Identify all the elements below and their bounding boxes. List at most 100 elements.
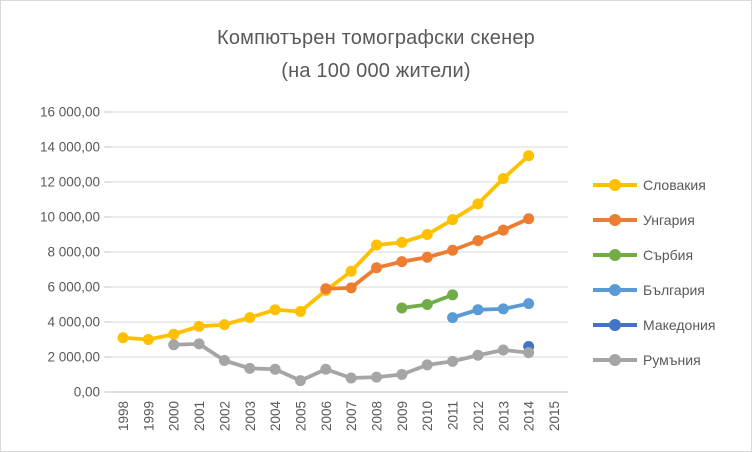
series-point-hungary-2009: [396, 256, 408, 268]
x-axis-label: 2008: [370, 401, 385, 431]
legend-marker-icon: [593, 213, 637, 226]
chart-title: Компютърен томографски скенер (на 100 00…: [1, 22, 751, 88]
x-axis-label: 2002: [217, 401, 232, 431]
series-point-bulgaria-2013: [497, 303, 509, 315]
x-axis-label: 2007: [344, 401, 359, 431]
x-axis-label: 1998: [116, 401, 131, 431]
legend-item-bulgaria: България: [593, 272, 715, 307]
series-point-hungary-2008: [371, 262, 383, 274]
series-point-slovakia-2002: [218, 319, 230, 331]
series-point-romania-2009: [396, 369, 408, 380]
legend-item-serbia: Сърбия: [593, 237, 715, 272]
series-point-serbia-2009: [396, 302, 408, 314]
x-axis-label: 2013: [496, 401, 511, 431]
legend-label: Румъния: [643, 351, 701, 368]
series-point-slovakia-2007: [345, 265, 357, 277]
series-point-romania-2013: [497, 344, 509, 356]
series-point-slovakia-1998: [117, 332, 129, 344]
series-point-slovakia-2003: [244, 312, 256, 324]
series-point-romania-2006: [320, 363, 332, 375]
series-point-romania-2002: [218, 355, 230, 366]
legend-label: Унгария: [643, 211, 695, 228]
series-point-slovakia-2005: [294, 306, 306, 317]
series-point-slovakia-2004: [269, 304, 281, 316]
legend-marker-icon: [593, 283, 637, 296]
x-axis-label: 2004: [268, 401, 283, 432]
series-point-romania-2011: [447, 355, 459, 367]
y-axis-label: 12 000,00: [40, 175, 100, 190]
series-point-hungary-2010: [421, 251, 433, 263]
legend-label: Словакия: [643, 176, 706, 193]
legend-label: Македония: [643, 316, 716, 333]
x-axis-label: 2012: [471, 401, 486, 431]
chart-title-line1: Компютърен томографски скенер: [216, 27, 536, 49]
y-axis-label: 6 000,00: [47, 280, 100, 295]
legend-marker-icon: [593, 353, 637, 366]
series-point-slovakia-1999: [142, 334, 154, 345]
legend-item-slovakia: Словакия: [593, 167, 715, 202]
legend-marker-dot: [609, 283, 621, 296]
series-point-serbia-2010: [421, 299, 433, 310]
x-axis-label: 1999: [141, 401, 156, 431]
series-point-hungary-2013: [497, 224, 509, 236]
legend-marker-dot: [609, 213, 621, 226]
series-point-hungary-2006: [320, 283, 332, 295]
legend-marker-dot: [609, 318, 621, 331]
legend-item-hungary: Унгария: [593, 202, 715, 237]
x-axis-label: 2005: [293, 401, 308, 431]
legend-label: България: [643, 281, 705, 298]
series-point-slovakia-2000: [168, 328, 180, 340]
series-point-slovakia-2010: [421, 229, 433, 240]
series-point-slovakia-2013: [497, 173, 509, 184]
y-axis-label: 2 000,00: [47, 350, 100, 365]
series-point-romania-2001: [193, 338, 205, 350]
legend-marker-dot: [609, 178, 621, 191]
series-point-hungary-2014: [523, 213, 535, 225]
legend-marker-dot: [609, 248, 621, 261]
series-point-bulgaria-2014: [523, 298, 535, 310]
y-axis-label: 14 000,00: [40, 140, 100, 155]
series-point-romania-2005: [294, 375, 306, 387]
y-axis-label: 16 000,00: [40, 105, 100, 120]
series-line-bulgaria: [450, 301, 531, 320]
legend-marker-icon: [593, 318, 637, 331]
series-point-romania-2014: [523, 347, 535, 359]
series-point-romania-2008: [371, 371, 383, 383]
series-point-serbia-2011: [447, 289, 459, 301]
x-axis-label: 2015: [547, 401, 562, 431]
series-point-romania-2012: [472, 349, 484, 361]
series-point-hungary-2012: [472, 235, 484, 247]
series-point-slovakia-2008: [371, 239, 383, 251]
series-point-slovakia-2001: [193, 320, 205, 332]
series-point-hungary-2007: [345, 282, 357, 294]
x-axis-label: 2010: [420, 401, 435, 431]
legend-marker-dot: [609, 353, 621, 366]
x-axis-label: 2000: [167, 401, 182, 431]
x-axis-label: 2001: [192, 401, 207, 431]
series-point-romania-2010: [421, 359, 433, 371]
legend-item-macedonia: Македония: [593, 307, 715, 342]
series-point-slovakia-2014: [523, 150, 535, 162]
y-axis-label: 10 000,00: [40, 210, 100, 225]
legend: Словакия Унгария Сърбия България Македония Ру…: [593, 167, 715, 377]
y-axis-label: 4 000,00: [47, 315, 100, 330]
x-axis-label: 2011: [446, 401, 461, 430]
x-axis-label: 2006: [319, 401, 334, 431]
series-point-bulgaria-2011: [447, 312, 459, 324]
x-axis-label: 2009: [395, 401, 410, 431]
chart-title-line2: (на 100 000 жители): [281, 60, 471, 82]
series-point-slovakia-2009: [396, 236, 408, 248]
x-axis-label: 2003: [243, 401, 258, 431]
y-axis-label: 0,00: [74, 385, 100, 400]
x-axis-label: 2014: [522, 401, 537, 432]
series-point-romania-2003: [244, 362, 256, 374]
legend-label: Сърбия: [643, 246, 694, 263]
series-point-slovakia-2011: [447, 214, 459, 226]
series-point-romania-2000: [168, 339, 180, 351]
series-point-bulgaria-2012: [472, 304, 484, 316]
legend-marker-icon: [593, 178, 637, 191]
legend-item-romania: Румъния: [593, 342, 715, 377]
series-point-hungary-2011: [447, 244, 459, 256]
